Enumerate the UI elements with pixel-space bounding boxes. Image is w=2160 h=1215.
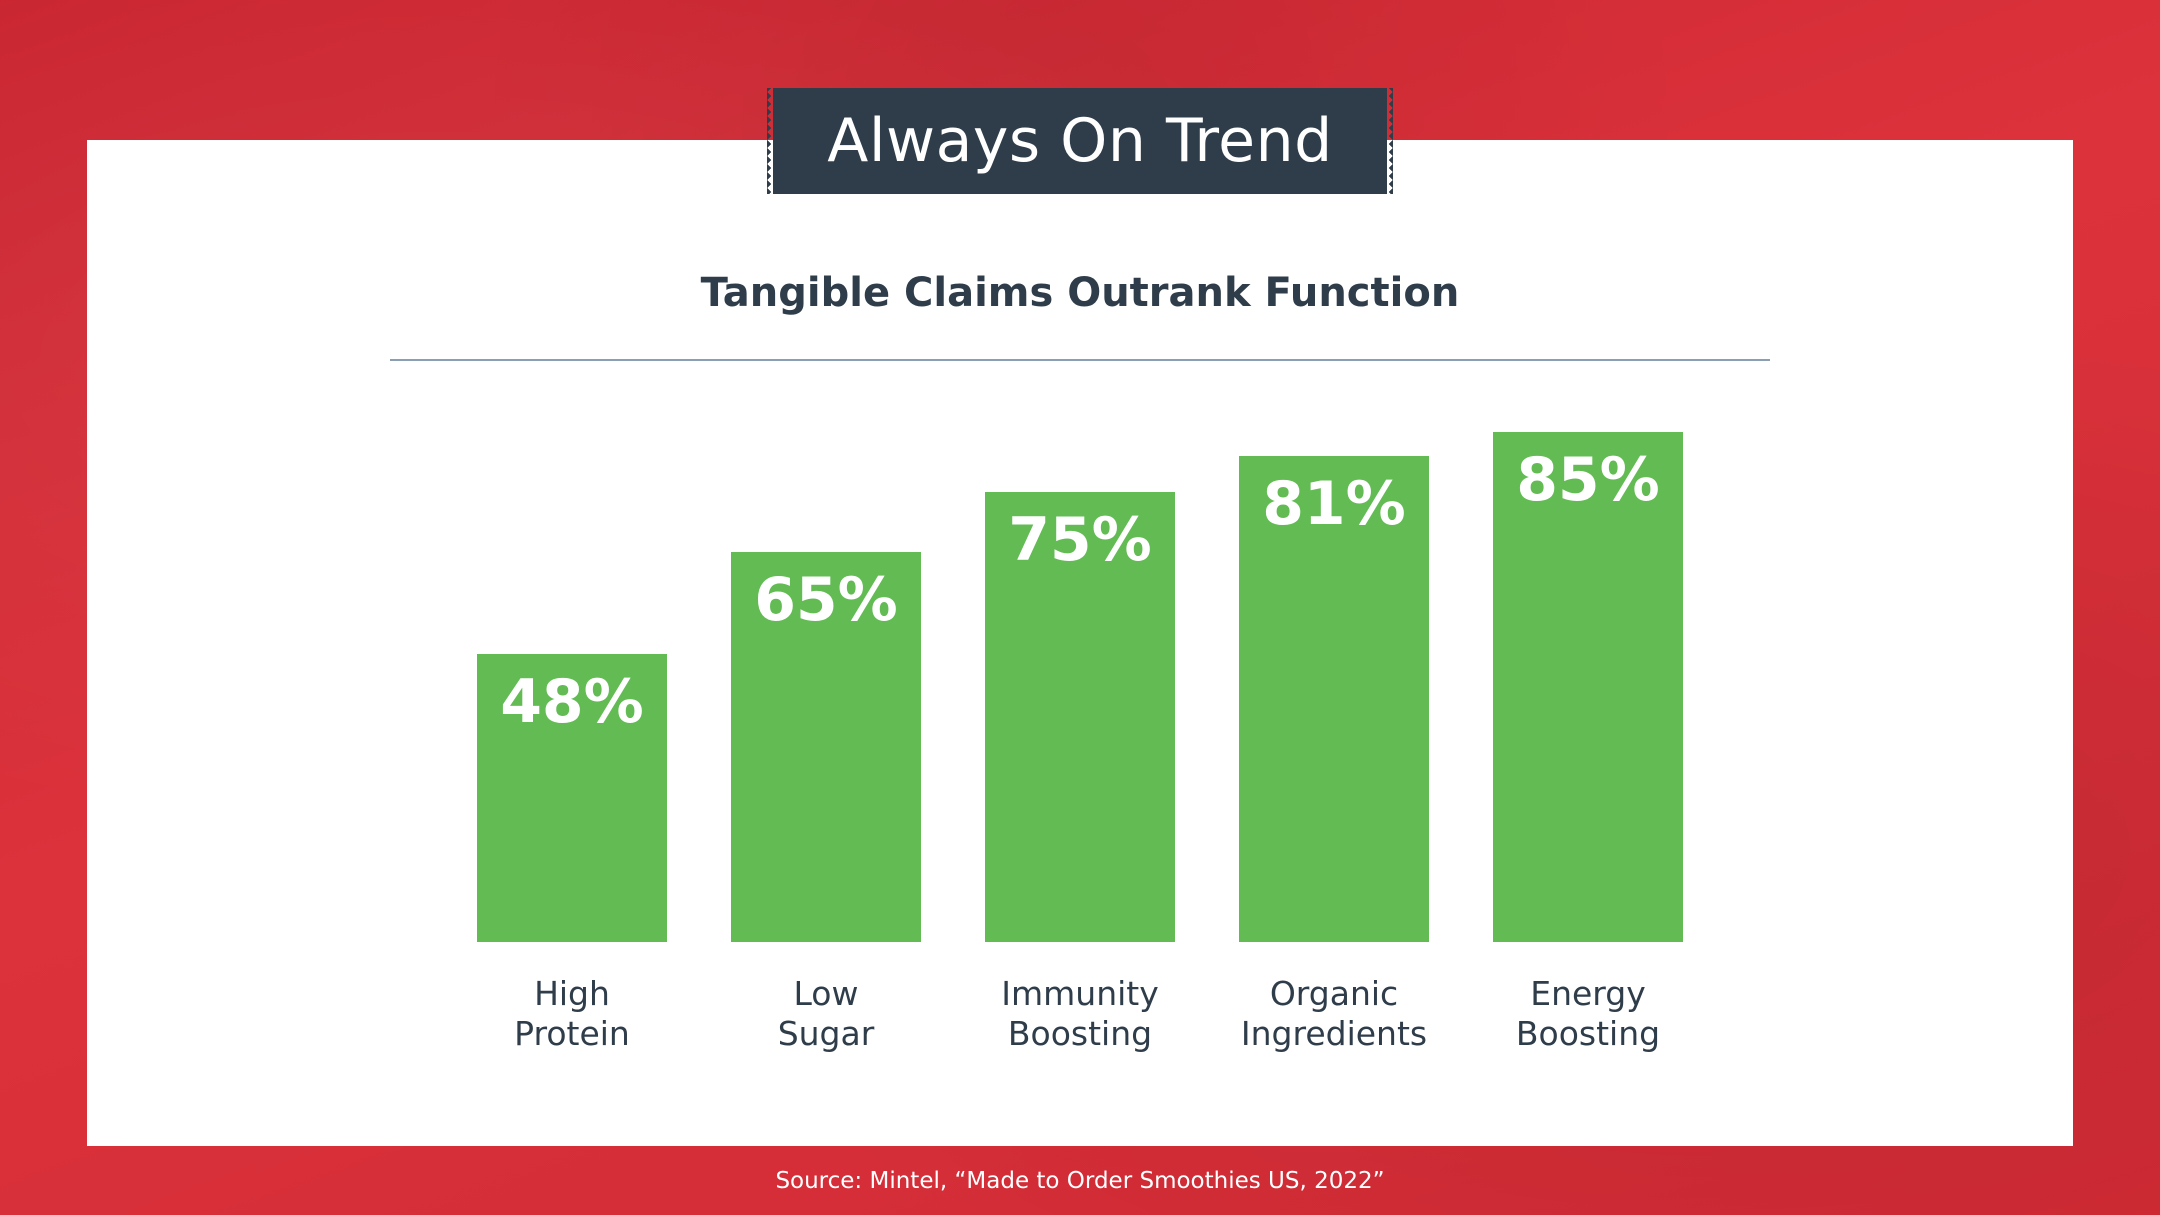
category-label-0-line-1: Protein: [514, 1014, 630, 1053]
bar-2: [985, 492, 1175, 942]
bar-value-label-1: 65%: [754, 565, 898, 635]
category-label-1-line-1: Sugar: [778, 1014, 875, 1053]
bar-4: [1493, 432, 1683, 942]
category-label-2-line-1: Boosting: [1008, 1014, 1152, 1053]
category-label-4-line-1: Boosting: [1516, 1014, 1660, 1053]
category-label-3-line-1: Ingredients: [1241, 1014, 1427, 1053]
bar-value-label-4: 85%: [1516, 445, 1660, 515]
bar-3: [1239, 456, 1429, 942]
bar-0: [477, 654, 667, 942]
bar-value-label-3: 81%: [1262, 469, 1406, 539]
category-label-0-line-0: High: [534, 974, 610, 1013]
chart-title: Tangible Claims Outrank Function: [700, 270, 1460, 316]
source-note: Source: Mintel, “Made to Order Smoothies…: [775, 1168, 1385, 1194]
category-label-1-line-0: Low: [794, 974, 859, 1013]
banner-title: Always On Trend: [827, 106, 1333, 176]
bar-value-label-0: 48%: [500, 667, 644, 737]
title-divider: [390, 359, 1770, 361]
category-label-2-line-0: Immunity: [1001, 974, 1159, 1013]
bar-1: [731, 552, 921, 942]
title-banner: Always On Trend: [767, 88, 1387, 194]
category-label-4-line-0: Energy: [1530, 974, 1646, 1013]
bar-value-label-2: 75%: [1008, 505, 1152, 575]
category-label-3-line-0: Organic: [1270, 974, 1398, 1013]
